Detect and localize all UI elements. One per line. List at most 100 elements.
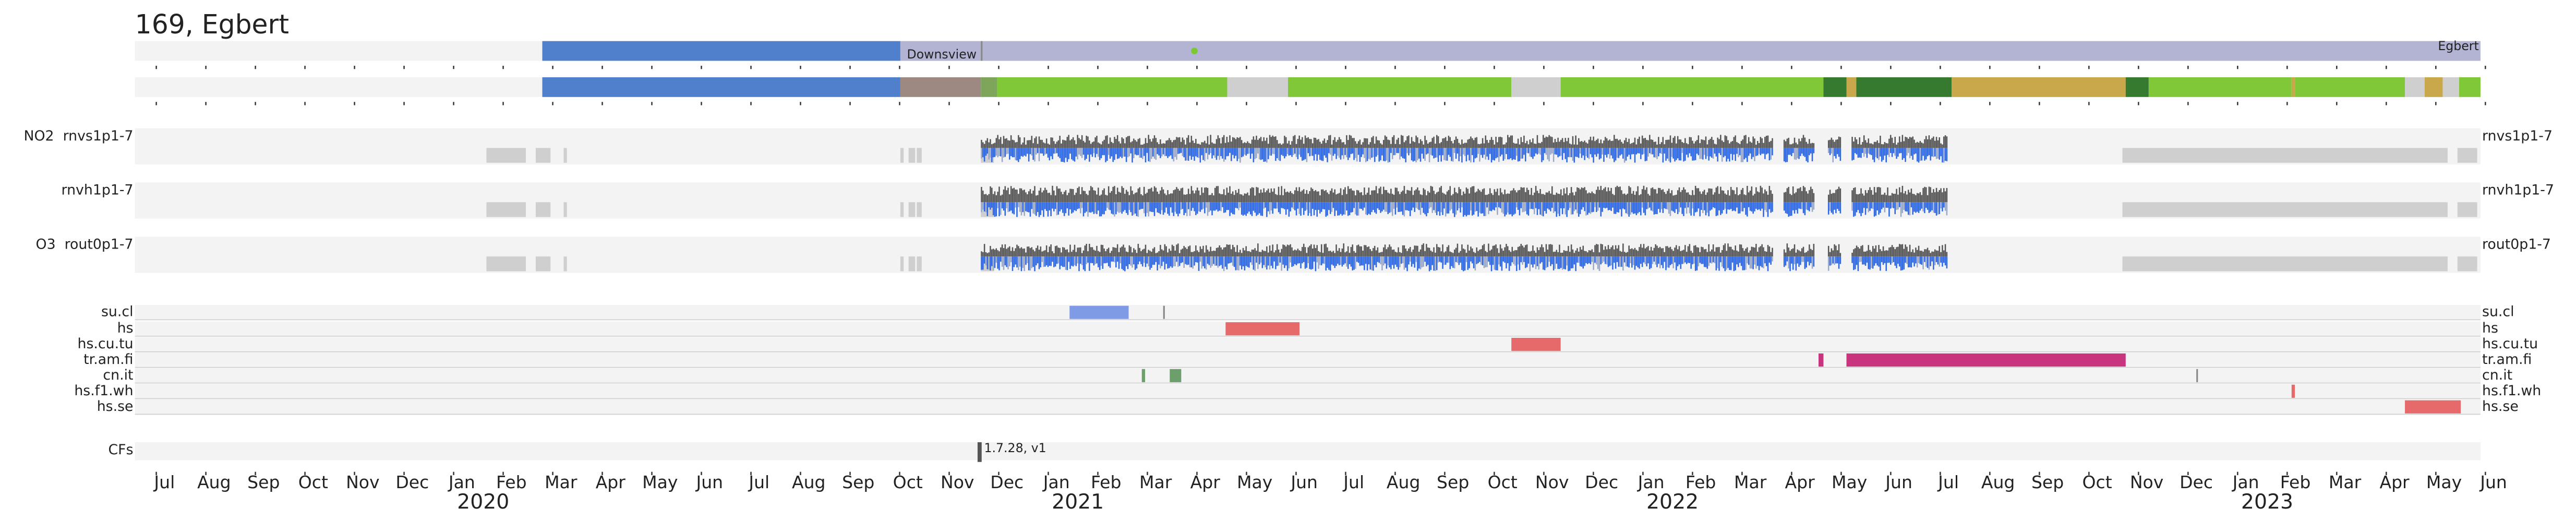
bar — [1535, 252, 1537, 257]
bar — [1568, 148, 1569, 157]
bar — [1047, 252, 1049, 257]
bar — [1241, 253, 1243, 257]
bar — [1502, 251, 1504, 257]
bar — [1575, 256, 1576, 272]
bar — [1873, 141, 1875, 148]
bar — [1889, 256, 1892, 265]
bar — [1656, 148, 1658, 159]
bar — [1798, 138, 1800, 148]
bar — [1718, 148, 1720, 154]
bar — [1871, 190, 1872, 203]
bar — [1366, 148, 1368, 161]
bar — [1340, 188, 1342, 203]
bar — [992, 249, 994, 257]
bar — [988, 252, 990, 257]
bar — [1148, 256, 1149, 267]
bar — [1482, 256, 1484, 265]
bar — [1056, 186, 1058, 203]
bar — [1378, 148, 1380, 162]
bar — [1913, 139, 1915, 148]
bar — [1538, 250, 1540, 257]
bar — [1149, 251, 1151, 257]
bar — [1653, 256, 1655, 262]
bar — [1319, 195, 1321, 203]
bar — [1106, 148, 1108, 161]
bar — [1340, 139, 1342, 148]
bar — [1362, 202, 1364, 211]
bar — [1545, 202, 1547, 214]
bar — [1003, 248, 1005, 257]
bar — [1718, 247, 1720, 257]
bar — [1526, 148, 1528, 153]
bar — [1544, 202, 1546, 211]
bar — [1768, 148, 1771, 161]
bar — [1275, 148, 1277, 161]
bar — [1740, 148, 1742, 162]
bar — [1927, 202, 1929, 210]
bar — [1311, 148, 1314, 156]
bar — [1735, 135, 1736, 148]
bar — [1029, 189, 1031, 203]
bar — [1593, 252, 1594, 257]
bar — [1115, 202, 1117, 215]
bar — [1173, 140, 1175, 148]
bar — [1681, 250, 1683, 257]
bar — [1313, 244, 1315, 257]
bar — [1717, 148, 1718, 162]
bar — [1443, 138, 1445, 148]
bar — [1639, 195, 1640, 203]
bar — [1211, 142, 1213, 148]
bar — [1044, 250, 1046, 257]
bar — [1596, 190, 1597, 203]
bar — [1391, 256, 1393, 265]
bar — [1190, 135, 1193, 148]
bar — [1430, 202, 1432, 207]
bar — [1479, 202, 1480, 213]
bar — [1158, 251, 1160, 257]
bar — [1552, 148, 1555, 162]
bar — [1510, 191, 1512, 203]
bar — [1832, 193, 1834, 203]
bar — [1868, 245, 1869, 257]
bar — [1337, 148, 1339, 156]
bar — [1809, 190, 1810, 203]
bar — [1090, 256, 1092, 263]
bar — [1733, 137, 1735, 148]
bar — [1647, 256, 1649, 264]
bar — [1721, 202, 1723, 214]
bar — [1272, 148, 1273, 154]
bar — [1146, 202, 1148, 213]
bar — [1724, 243, 1726, 257]
bar — [1486, 148, 1488, 157]
bar — [1643, 202, 1645, 213]
bar — [1634, 202, 1636, 214]
bar — [1254, 256, 1256, 271]
bar — [1659, 202, 1661, 213]
bar — [1400, 202, 1402, 212]
bar — [1128, 256, 1130, 265]
bar — [1811, 143, 1813, 148]
bar — [1760, 137, 1762, 148]
bar — [1544, 148, 1546, 154]
bar — [1536, 247, 1538, 257]
bar — [1068, 193, 1069, 203]
bar — [1729, 195, 1730, 203]
bar — [1740, 190, 1742, 203]
bar — [1016, 244, 1018, 257]
bar — [1065, 202, 1067, 214]
bar — [1659, 188, 1661, 203]
bar — [1667, 256, 1668, 268]
bar — [1772, 202, 1773, 212]
bar — [1582, 188, 1584, 203]
bar — [1007, 202, 1009, 213]
bar — [1559, 194, 1560, 203]
bar — [1443, 202, 1445, 209]
bar — [1437, 136, 1439, 148]
bar — [1106, 202, 1108, 208]
bar — [1939, 256, 1940, 267]
bar — [1096, 202, 1098, 215]
bar — [1623, 256, 1626, 263]
bar — [1637, 186, 1639, 203]
bar — [1091, 202, 1093, 212]
bar — [1089, 190, 1090, 203]
